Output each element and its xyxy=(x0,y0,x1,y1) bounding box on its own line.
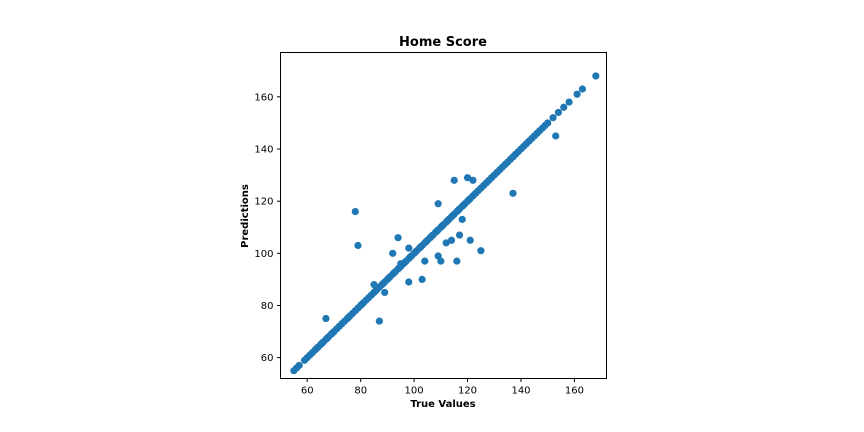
x-tick-label: 120 xyxy=(458,386,477,397)
data-point-outlier xyxy=(453,257,461,265)
data-point-outlier xyxy=(442,239,450,247)
data-point xyxy=(544,119,552,127)
data-point-outlier xyxy=(552,132,560,140)
y-tick-label: 80 xyxy=(261,301,274,312)
data-point xyxy=(554,108,563,117)
data-point xyxy=(592,72,600,80)
data-point-outlier xyxy=(370,281,378,289)
chart-title: Home Score xyxy=(399,35,487,50)
data-point-outlier xyxy=(394,234,402,242)
y-tick-label: 120 xyxy=(254,197,273,208)
y-tick-label: 60 xyxy=(261,353,274,364)
data-point-outlier xyxy=(354,241,362,250)
axis-ticks: 60 80 100 120 140 160 60 80 100 120 140 160 xyxy=(254,92,584,396)
data-point-outlier xyxy=(375,317,383,325)
data-point-outlier xyxy=(381,288,389,297)
data-point-outlier xyxy=(447,236,456,244)
data-point-outlier xyxy=(434,200,442,208)
data-point xyxy=(565,98,573,106)
data-point-outlier xyxy=(509,189,517,197)
data-point-outlier xyxy=(469,176,477,184)
data-point-outlier xyxy=(351,207,359,216)
y-tick-label: 140 xyxy=(254,145,273,156)
x-tick-label: 60 xyxy=(301,386,314,397)
data-point-outlier xyxy=(466,236,474,244)
data-point xyxy=(560,103,568,111)
x-tick-label: 160 xyxy=(565,386,584,397)
data-point-outlier xyxy=(463,174,472,182)
x-axis-label: True Values xyxy=(410,399,475,410)
data-point-outlier xyxy=(477,247,485,255)
x-tick-label: 80 xyxy=(354,386,367,397)
data-point-outlier xyxy=(418,275,426,283)
data-point-outlier xyxy=(322,314,330,323)
data-point-outlier xyxy=(455,231,464,239)
data-point-outlier xyxy=(405,244,413,252)
data-point-outlier xyxy=(458,215,466,224)
data-point-outlier xyxy=(405,278,413,286)
y-tick-label: 160 xyxy=(254,92,273,103)
data-point-outlier xyxy=(397,260,405,268)
data-point-outlier xyxy=(450,176,458,184)
x-tick-label: 140 xyxy=(511,386,530,397)
data-point-outlier xyxy=(437,257,445,265)
data-point xyxy=(549,114,557,122)
data-point xyxy=(573,90,581,98)
plot-area-frame xyxy=(280,52,607,379)
x-tick-label: 100 xyxy=(405,386,424,397)
data-point-outlier xyxy=(389,249,397,257)
data-point xyxy=(578,85,587,93)
data-point-outlier xyxy=(421,257,429,265)
scatter-points xyxy=(290,72,600,375)
y-tick-label: 100 xyxy=(254,249,273,260)
y-axis-label: Predictions xyxy=(240,184,251,248)
data-point xyxy=(295,361,303,370)
